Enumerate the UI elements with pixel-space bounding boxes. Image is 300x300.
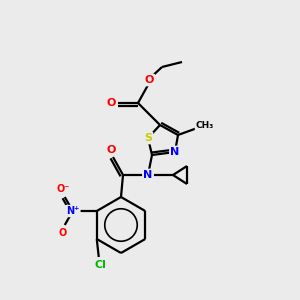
- Text: O: O: [106, 145, 116, 155]
- Text: O: O: [58, 228, 67, 238]
- Text: N⁺: N⁺: [66, 206, 80, 216]
- Text: CH₃: CH₃: [196, 121, 214, 130]
- Text: O: O: [106, 98, 116, 108]
- Text: O: O: [144, 75, 154, 85]
- Text: N: N: [170, 147, 180, 157]
- Text: Cl: Cl: [95, 260, 107, 270]
- Text: N: N: [143, 170, 153, 180]
- Text: S: S: [144, 133, 152, 143]
- Text: O⁻: O⁻: [56, 184, 69, 194]
